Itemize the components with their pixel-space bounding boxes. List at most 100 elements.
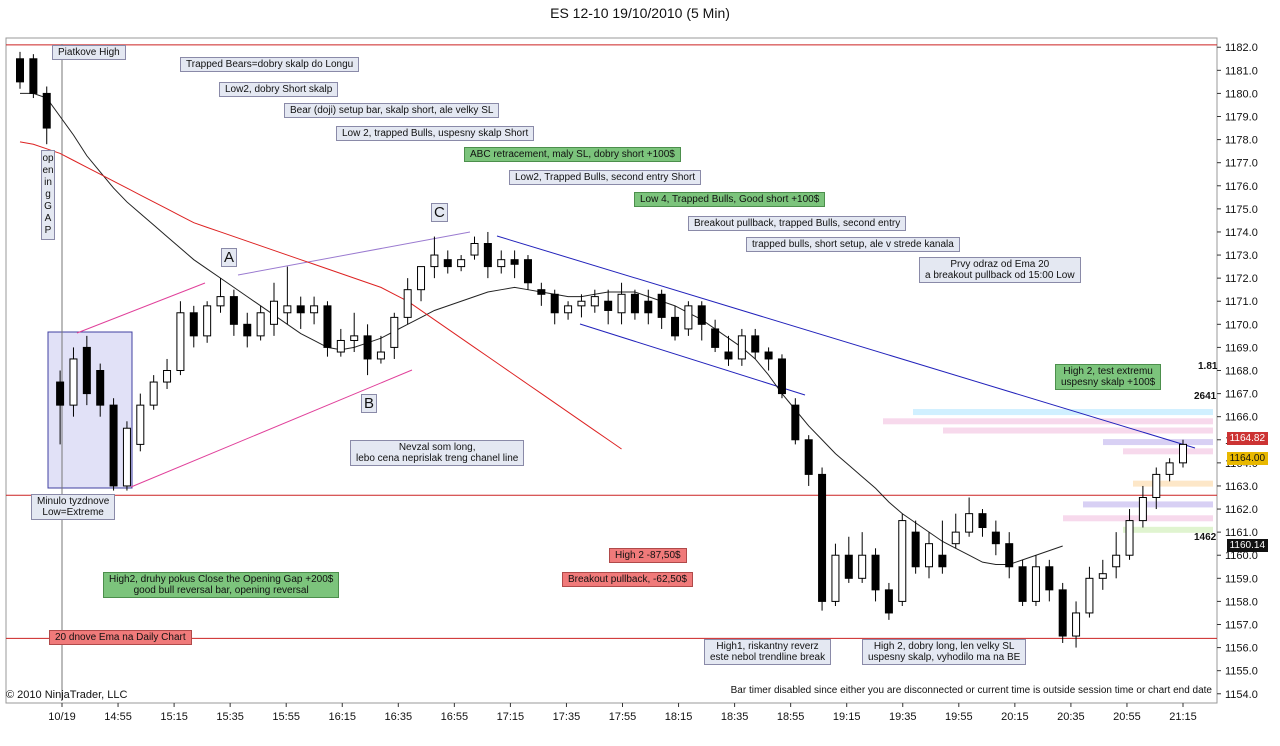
- annotation-breakout-loss: Breakout pullback, -62,50$: [562, 572, 693, 587]
- plot-area: [5, 37, 1218, 704]
- annotation-high2-dobry: High 2, dobry long, len velky SL uspesny…: [862, 639, 1027, 665]
- annotation-breakout-pullback: Breakout pullback, trapped Bulls, second…: [688, 216, 907, 231]
- candle-body-18: [256, 312, 265, 337]
- ema-lines: [19, 92, 1063, 565]
- x-tick-label-16: 19:55: [945, 711, 973, 723]
- annotation-high2-loss: High 2 -87,50$: [609, 548, 687, 563]
- x-tick-label-7: 16:55: [441, 711, 469, 723]
- candle-body-63: [858, 554, 867, 579]
- downtrend-line: [496, 235, 1196, 449]
- candle-body-78: [1058, 589, 1067, 637]
- annotation-low2-second: Low2, Trapped Bulls, second entry Short: [509, 170, 702, 185]
- candle-body-76: [1031, 566, 1040, 602]
- annotation-platkove-high: Piatkove High: [52, 45, 126, 60]
- abc-line: [237, 231, 471, 276]
- annotation-ema20-daily: 20 dnove Ema na Daily Chart: [49, 630, 192, 645]
- candle-body-35: [483, 243, 492, 268]
- y-tick-label-1177: 1177.0: [1225, 158, 1258, 170]
- price-tag-last: 1164.82: [1226, 432, 1268, 445]
- y-tick-label-1179: 1179.0: [1225, 112, 1258, 124]
- candle-body-71: [965, 513, 974, 533]
- candle-body-82: [1112, 554, 1121, 568]
- volume-bar-3: [1103, 439, 1213, 446]
- y-tick-label-1162: 1162.0: [1225, 504, 1258, 516]
- annotation-prvy-odraz: Prvy odraz od Ema 20 a breakout pullback…: [919, 257, 1081, 283]
- candle-body-16: [229, 296, 238, 325]
- candle-body-0: [16, 58, 24, 83]
- y-tick-label-1176: 1176.0: [1225, 181, 1258, 193]
- y-tick-label-1181: 1181.0: [1225, 65, 1258, 77]
- candle-body-25: [350, 335, 359, 341]
- candle-body-69: [938, 554, 947, 568]
- candle-body-21: [296, 305, 305, 314]
- annotation-high1: High1, riskantny reverz este nebol trend…: [704, 639, 832, 665]
- y-tick-label-1157: 1157.0: [1225, 619, 1258, 631]
- downtrend-channel: [579, 323, 806, 396]
- y-tick-label-1168: 1168.0: [1225, 366, 1258, 378]
- candle-body-81: [1098, 573, 1107, 579]
- candle-body-61: [831, 554, 840, 602]
- candle-body-55: [751, 335, 760, 353]
- candle-body-74: [1005, 543, 1014, 568]
- candle-body-15: [216, 296, 225, 307]
- candle-body-9: [136, 404, 145, 445]
- candle-body-1: [29, 58, 38, 94]
- candle-body-45: [617, 293, 626, 314]
- annotation-abc-retracement: ABC retracement, maly SL, dobry short +1…: [464, 147, 681, 162]
- x-tick-label-15: 19:35: [889, 711, 917, 723]
- candle-body-29: [403, 289, 412, 318]
- candle-body-3: [56, 381, 65, 406]
- annotation-high2-test: High 2, test extremu uspesny skalp +100$: [1055, 364, 1162, 390]
- annotation-low2-short: Low2, dobry Short skalp: [219, 82, 339, 97]
- side-value-2: 2641: [1194, 391, 1217, 402]
- y-tick-label-1159: 1159.0: [1225, 573, 1258, 585]
- candle-body-39: [537, 289, 546, 295]
- candle-body-48: [657, 293, 666, 318]
- candle-body-85: [1152, 473, 1161, 498]
- candle-body-46: [630, 293, 639, 314]
- candle-body-26: [363, 335, 372, 360]
- y-tick-label-1166: 1166.0: [1225, 412, 1258, 424]
- label-c: C: [431, 203, 448, 222]
- candle-body-23: [323, 305, 332, 348]
- candle-body-52: [711, 328, 720, 348]
- candle-body-64: [871, 554, 880, 591]
- volume-zones: [47, 44, 1213, 700]
- candle-body-50: [684, 305, 693, 330]
- y-tick-label-1173: 1173.0: [1225, 250, 1258, 262]
- candle-body-30: [417, 266, 426, 291]
- candle-body-10: [149, 381, 158, 406]
- candle-body-31: [430, 254, 439, 268]
- side-value-3: 1462: [1194, 532, 1217, 543]
- candle-body-86: [1165, 462, 1174, 475]
- x-tick-label-5: 16:15: [328, 711, 356, 723]
- horizontal-levels: [6, 44, 1217, 639]
- candle-body-68: [925, 543, 934, 568]
- candle-body-13: [189, 312, 198, 337]
- candle-body-33: [457, 259, 466, 268]
- x-tick-label-11: 18:15: [665, 711, 693, 723]
- bar-timer-message: Bar timer disabled since either you are …: [730, 685, 1212, 696]
- annotation-nevzal: Nevzal som long, lebo cena neprislak tre…: [350, 440, 525, 466]
- volume-bar-1: [883, 418, 1213, 425]
- volume-bar-8: [1123, 526, 1213, 533]
- candle-body-51: [697, 305, 706, 325]
- candle-body-57: [777, 358, 786, 395]
- candle-body-28: [390, 316, 399, 348]
- volume-bar-4: [1123, 448, 1213, 455]
- candle-body-56: [764, 351, 773, 360]
- x-tick-label-8: 17:15: [497, 711, 525, 723]
- x-tick-label-9: 17:35: [553, 711, 581, 723]
- candle-body-44: [604, 300, 613, 311]
- candle-body-38: [523, 259, 532, 284]
- volume-bar-7: [1063, 515, 1213, 522]
- y-tick-label-1171: 1171.0: [1225, 296, 1258, 308]
- candle-body-47: [644, 300, 653, 314]
- candle-body-70: [951, 531, 960, 545]
- x-tick-label-14: 19:15: [833, 711, 861, 723]
- candle-body-49: [671, 316, 680, 337]
- x-tick-label-3: 15:35: [216, 711, 244, 723]
- candle-body-14: [203, 305, 212, 337]
- y-tick-label-1170: 1170.0: [1225, 319, 1258, 331]
